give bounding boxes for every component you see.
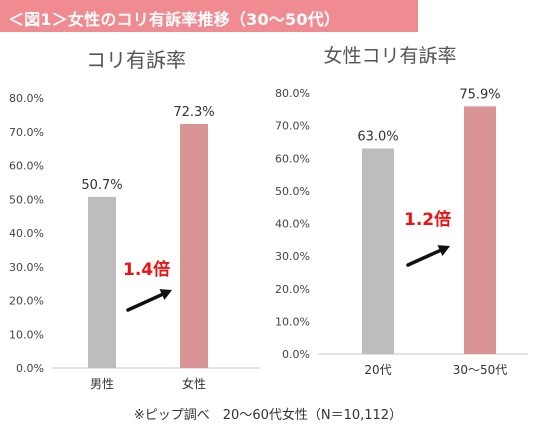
y-tick-label: 70.0% <box>275 120 310 133</box>
data-label: 72.3% <box>173 105 214 120</box>
arrow-shaft <box>406 248 442 267</box>
arrow-head <box>159 289 172 301</box>
y-tick-label: 30.0% <box>275 250 310 263</box>
y-tick-label: 0.0% <box>282 348 310 361</box>
footnote: ※ピップ調べ 20～60代女性（N＝10,112） <box>133 408 403 423</box>
data-label: 75.9% <box>459 87 500 102</box>
y-tick-label: 10.0% <box>275 315 310 328</box>
page-title: ＜図1＞女性のコリ有訴率推移（30～50代） <box>8 10 341 29</box>
x-tick-label: 女性 <box>182 376 206 391</box>
y-tick-label: 20.0% <box>275 283 310 296</box>
multiplier-annotation: 1.4倍 <box>123 259 170 280</box>
y-tick-label: 30.0% <box>9 261 44 274</box>
y-tick-label: 60.0% <box>9 160 44 173</box>
chart-svg: 女性コリ有訴率 0.0% 10.0% 20.0% 30.0% 40.0% 50.0% 60.0… <box>275 45 528 377</box>
y-tick-label: 40.0% <box>9 227 44 240</box>
y-tick-label: 70.0% <box>9 126 44 139</box>
x-tick-label: 男性 <box>90 377 114 391</box>
x-tick-label: 30～50代 <box>453 363 508 377</box>
multiplier-annotation: 1.2倍 <box>404 209 451 230</box>
bar <box>88 196 116 368</box>
chart-title: 女性コリ有訴率 <box>323 45 456 67</box>
y-tick-label: 60.0% <box>275 152 310 165</box>
arrow-head <box>437 245 450 257</box>
y-tick-label: 40.0% <box>275 218 310 231</box>
x-tick-label: 20代 <box>364 363 391 377</box>
data-label: 63.0% <box>357 129 398 144</box>
chart-title: コリ有訴率 <box>86 48 186 72</box>
y-tick-label: 20.0% <box>9 295 44 308</box>
data-label: 50.7% <box>81 178 122 193</box>
y-tick-label: 80.0% <box>9 92 44 105</box>
chart-svg: コリ有訴率 0.0% 10.0% 20.0% 30.0% 40.0% 50.0% 60.0% 7… <box>9 48 260 391</box>
chart-complaint-rate: コリ有訴率 0.0% 10.0% 20.0% 30.0% 40.0% 50.0% 60.0% 7… <box>0 32 268 404</box>
y-tick-label: 50.0% <box>275 185 310 198</box>
bar <box>362 148 394 354</box>
chart-female-complaint-rate: 女性コリ有訴率 0.0% 10.0% 20.0% 30.0% 40.0% 50.0% 60.0… <box>268 32 536 404</box>
y-tick-label: 0.0% <box>16 362 44 375</box>
y-tick-label: 80.0% <box>275 87 310 100</box>
arrow-shaft <box>126 292 164 312</box>
title-banner: ＜図1＞女性のコリ有訴率推移（30～50代） <box>0 0 418 32</box>
y-tick-label: 50.0% <box>9 193 44 206</box>
bar <box>464 106 496 354</box>
bar <box>180 123 208 368</box>
y-tick-label: 10.0% <box>9 328 44 341</box>
